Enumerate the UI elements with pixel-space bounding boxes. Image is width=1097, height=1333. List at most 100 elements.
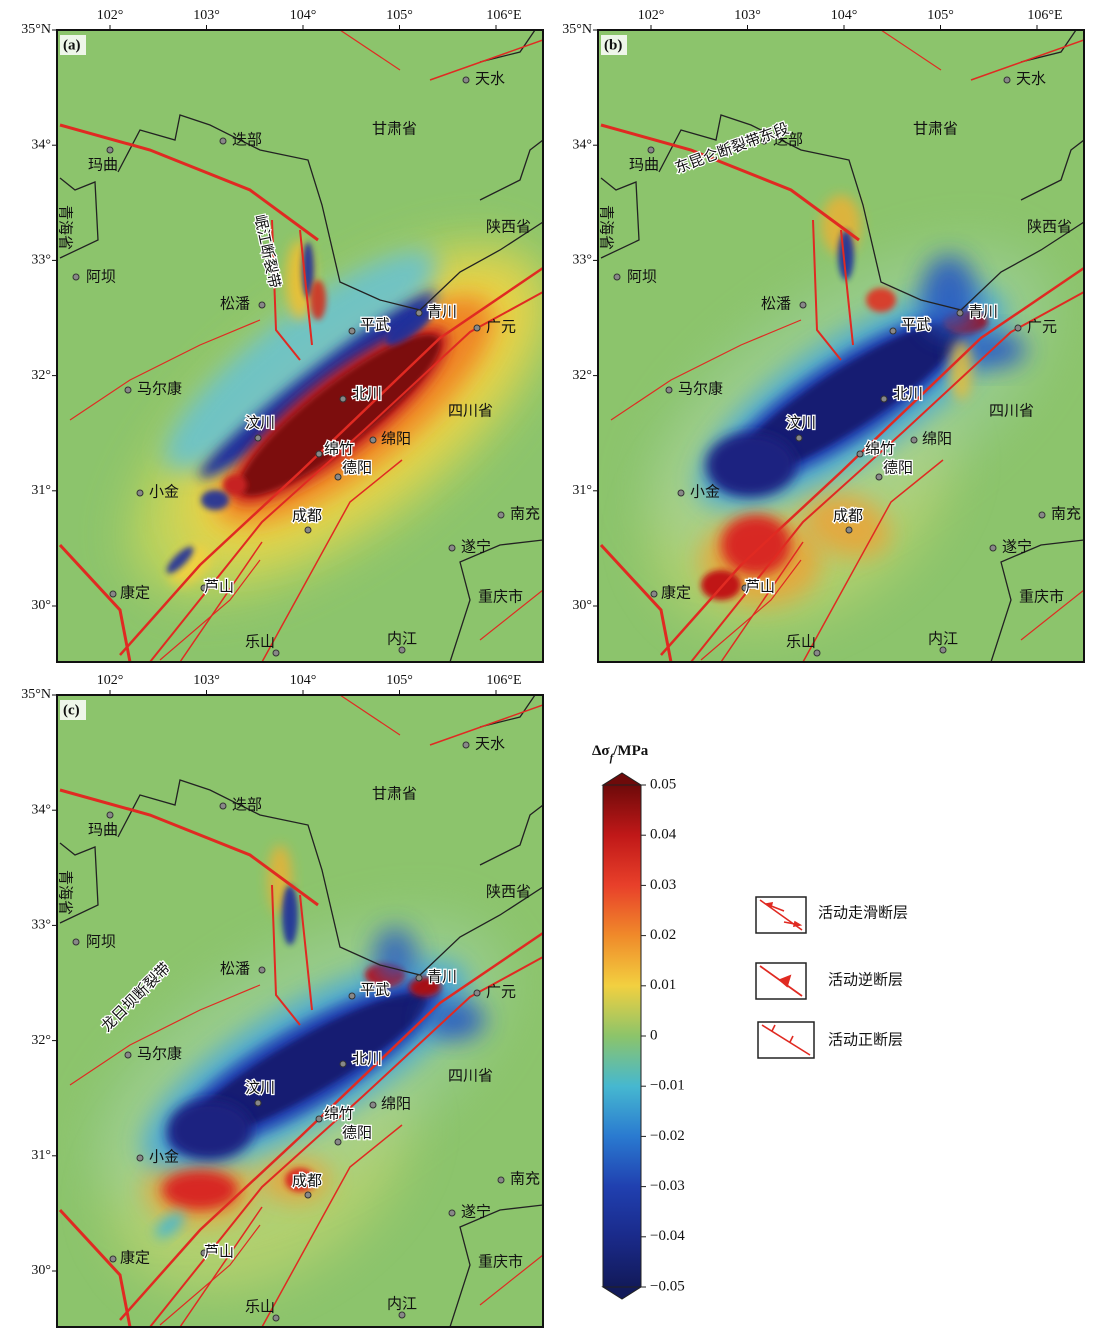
stress-field — [310, 280, 326, 320]
place-label: 阿坝 — [627, 268, 657, 285]
city-marker — [1039, 512, 1045, 518]
city-marker — [335, 1139, 341, 1145]
place-label: 青海省 — [598, 205, 615, 250]
panel-label: (c) — [63, 702, 80, 718]
place-label: 芦山 — [204, 578, 234, 595]
x-tick-label: 105° — [386, 8, 413, 23]
x-tick-label: 103° — [734, 8, 761, 23]
city-marker — [125, 387, 131, 393]
colorbar-ramp — [603, 785, 641, 1287]
city-marker — [340, 1061, 346, 1067]
city-marker — [107, 812, 113, 818]
y-tick-label: 35°N — [21, 22, 51, 37]
city-marker — [73, 939, 79, 945]
stress-field — [223, 475, 247, 495]
city-marker — [220, 803, 226, 809]
city-marker — [416, 310, 422, 316]
place-label: 天水 — [1016, 70, 1046, 87]
city-marker — [316, 451, 322, 457]
colorbar-bottom-arrow — [603, 1287, 641, 1299]
city-marker — [957, 310, 963, 316]
city-marker — [890, 328, 896, 334]
place-label: 汶川 — [786, 413, 816, 431]
place-label: 遂宁 — [1002, 538, 1032, 555]
city-marker — [316, 1116, 322, 1122]
city-marker — [259, 967, 265, 973]
place-label: 内江 — [387, 1295, 417, 1312]
place-label: 康定 — [120, 584, 150, 601]
y-tick-label: 32° — [31, 368, 51, 383]
place-label: 广元 — [1027, 318, 1057, 335]
city-marker — [73, 274, 79, 280]
y-tick-label: 33° — [31, 918, 51, 933]
place-label: 阿坝 — [86, 933, 116, 950]
y-tick-label: 34° — [572, 137, 592, 152]
map-panel: 天水甘肃省迭部玛曲青海省陕西省阿坝松潘平武青川广元马尔康北川四川省汶川绵竹绵阳德… — [21, 673, 554, 1333]
place-label: 松潘 — [220, 960, 250, 977]
place-label: 陕西省 — [1027, 218, 1072, 235]
place-label: 小金 — [149, 483, 179, 500]
city-marker — [220, 138, 226, 144]
x-tick-label: 104° — [290, 8, 317, 23]
place-label: 四川省 — [448, 402, 493, 419]
y-tick-label: 30° — [31, 598, 51, 613]
city-marker — [666, 387, 672, 393]
colorbar-tick-label: 0.01 — [650, 977, 676, 993]
colorbar-tick-label: −0.04 — [650, 1228, 685, 1244]
city-marker — [273, 1315, 279, 1321]
place-label: 玛曲 — [88, 821, 118, 838]
place-label: 内江 — [928, 630, 958, 647]
place-label: 内江 — [387, 630, 417, 647]
y-tick-label: 31° — [572, 483, 592, 498]
place-label: 绵竹 — [865, 440, 895, 457]
place-label: 玛曲 — [629, 156, 659, 173]
city-marker — [474, 990, 480, 996]
place-label: 乐山 — [786, 633, 816, 650]
place-label: 陕西省 — [486, 218, 531, 235]
city-marker — [416, 975, 422, 981]
place-label: 小金 — [690, 483, 720, 500]
city-marker — [796, 435, 802, 441]
place-label: 绵竹 — [324, 1105, 354, 1122]
place-label: 甘肃省 — [913, 120, 958, 137]
figure: 活动走滑断层 活动逆断层 活动正断层 天水甘肃省迭部玛曲青海省陕西省阿坝松潘平武… — [0, 0, 1097, 1333]
colorbar-tick-label: 0.02 — [650, 927, 676, 943]
place-label: 乐山 — [245, 633, 275, 650]
city-marker — [259, 302, 265, 308]
city-marker — [911, 437, 917, 443]
city-marker — [614, 274, 620, 280]
x-tick-label: 106°E — [486, 673, 521, 688]
place-label: 遂宁 — [461, 538, 491, 555]
place-label: 平武 — [360, 981, 390, 998]
place-label: 乐山 — [245, 1298, 275, 1315]
legend-label: 活动走滑断层 — [818, 904, 908, 921]
colorbar-title-part: Δσ — [592, 743, 610, 759]
place-label: 汶川 — [245, 413, 275, 431]
x-tick-label: 102° — [97, 8, 124, 23]
stress-field — [425, 1000, 485, 1040]
city-marker — [449, 545, 455, 551]
y-tick-label: 31° — [31, 1148, 51, 1163]
x-tick-label: 106°E — [486, 8, 521, 23]
city-marker — [648, 147, 654, 153]
place-label: 北川 — [352, 385, 382, 402]
place-label: 成都 — [292, 507, 322, 524]
place-label: 重庆市 — [478, 1253, 523, 1270]
colorbar-tick-label: −0.02 — [650, 1128, 685, 1144]
y-tick-label: 32° — [31, 1033, 51, 1048]
city-marker — [399, 1312, 405, 1318]
place-label: 康定 — [661, 584, 691, 601]
place-label: 青海省 — [57, 870, 74, 915]
city-marker — [940, 647, 946, 653]
map-panel: 天水甘肃省迭部玛曲青海省陕西省阿坝松潘平武青川广元马尔康北川四川省汶川绵竹绵阳德… — [21, 8, 604, 662]
place-label: 汶川 — [245, 1078, 275, 1096]
place-label: 平武 — [901, 316, 931, 333]
place-label: 平武 — [360, 316, 390, 333]
place-label: 遂宁 — [461, 1203, 491, 1220]
city-marker — [305, 1192, 311, 1198]
place-label: 广元 — [486, 318, 516, 335]
stress-field — [168, 1100, 252, 1160]
city-marker — [125, 1052, 131, 1058]
place-label: 芦山 — [745, 578, 775, 595]
colorbar-tick-label: 0.04 — [650, 827, 677, 843]
